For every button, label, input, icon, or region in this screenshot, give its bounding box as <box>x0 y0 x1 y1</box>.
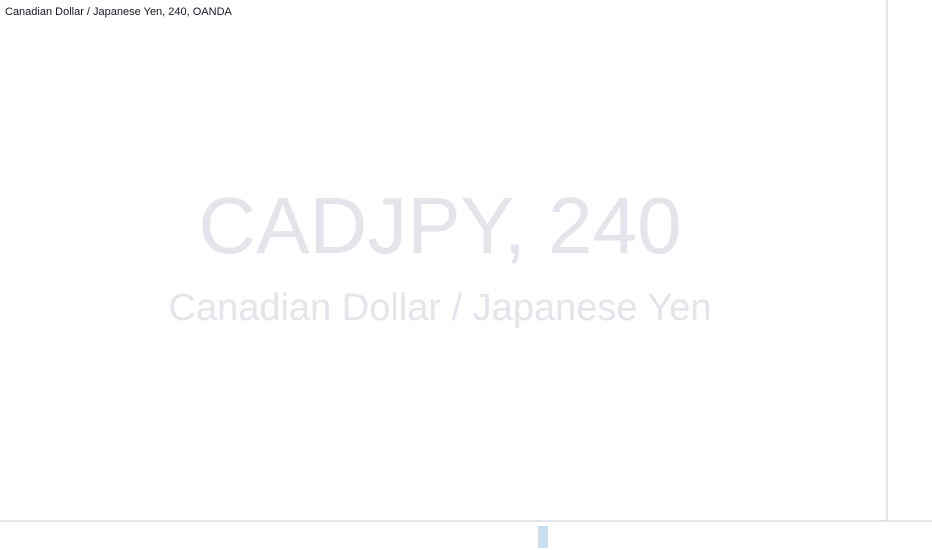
chart-title: Canadian Dollar / Japanese Yen, 240, OAN… <box>5 6 233 18</box>
watermark-name: Canadian Dollar / Japanese Yen <box>169 287 712 329</box>
time-highlight <box>538 526 548 548</box>
watermark-symbol: CADJPY, 240 <box>198 181 681 270</box>
